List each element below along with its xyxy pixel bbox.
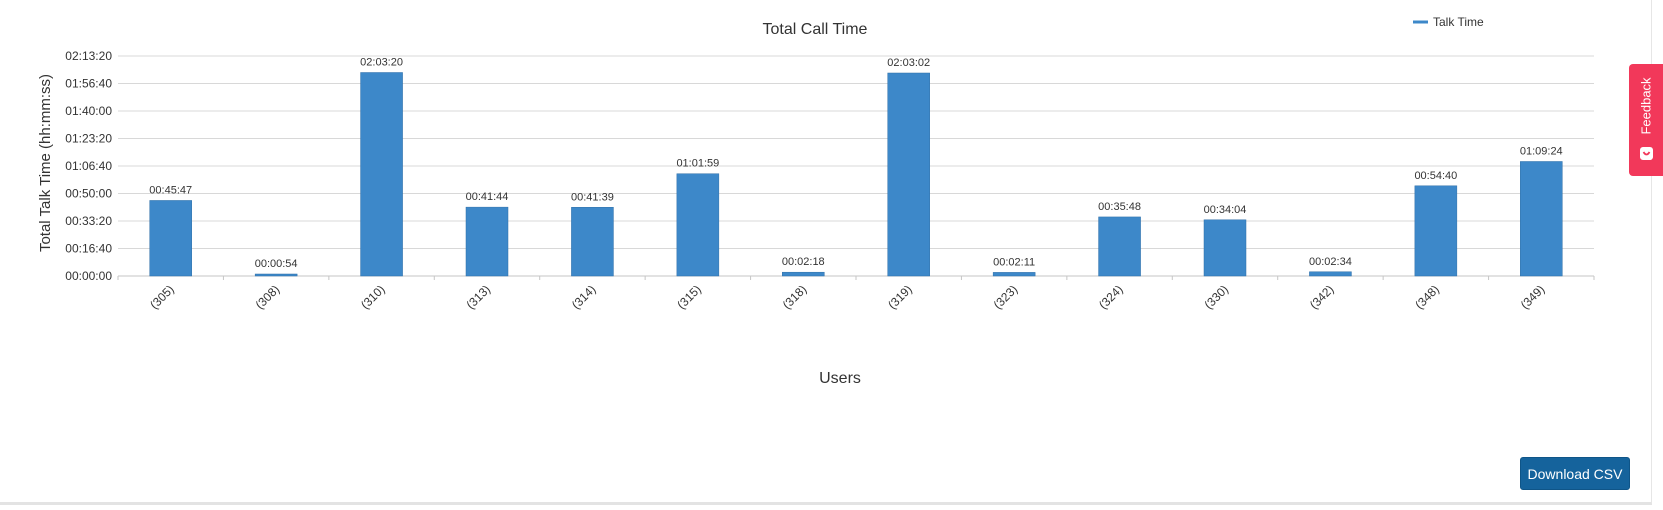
- y-tick-label: 01:06:40: [65, 159, 112, 173]
- x-tick-label: (342): [1307, 282, 1337, 312]
- y-tick-label: 00:16:40: [65, 242, 112, 256]
- y-tick-label: 00:50:00: [65, 187, 112, 201]
- data-label: 00:54:40: [1414, 170, 1457, 182]
- bar[interactable]: [254, 273, 298, 277]
- feedback-tab[interactable]: Feedback: [1629, 64, 1663, 176]
- bar[interactable]: [1414, 185, 1458, 277]
- data-label: 01:09:24: [1520, 145, 1563, 157]
- download-csv-button[interactable]: Download CSV: [1520, 457, 1630, 490]
- bar[interactable]: [676, 173, 720, 277]
- x-tick-label: (318): [780, 282, 810, 312]
- x-axis-ticks: (305) (308) (310) (313) (314) (315) (318) (319)…: [117, 276, 1595, 312]
- gridlines: [118, 55, 1594, 277]
- talk-time-chart: Total Call Time Talk Time Total Talk Tim…: [37, 15, 1595, 387]
- data-labels: 00:45:47 00:00:54 02:03:20 00:41:44 00:41:39…: [149, 57, 1562, 271]
- data-label: 00:34:04: [1204, 204, 1247, 216]
- data-label: 01:01:59: [676, 158, 719, 170]
- bar[interactable]: [1309, 271, 1352, 277]
- bar[interactable]: [887, 72, 930, 277]
- y-axis-title: Total Talk Time (hh:mm:ss): [37, 74, 54, 252]
- x-tick-label: (324): [1096, 282, 1126, 312]
- bar[interactable]: [1098, 216, 1141, 277]
- feedback-label[interactable]: Feedback: [1638, 77, 1654, 135]
- data-label: 00:02:11: [993, 256, 1035, 268]
- y-tick-label: 01:56:40: [65, 77, 112, 91]
- y-tick-label: 00:00:00: [65, 269, 112, 283]
- legend[interactable]: Talk Time: [1413, 15, 1484, 29]
- bar[interactable]: [1520, 161, 1563, 277]
- legend-label[interactable]: Talk Time: [1433, 15, 1484, 29]
- x-tick-label: (349): [1518, 282, 1548, 312]
- chart-title: Total Call Time: [763, 21, 868, 38]
- y-tick-label: 01:40:00: [65, 104, 112, 118]
- data-label: 00:00:54: [255, 258, 298, 270]
- x-tick-label: (310): [358, 282, 388, 312]
- bar[interactable]: [149, 200, 192, 277]
- y-tick-label: 00:33:20: [65, 214, 112, 228]
- x-tick-label: (305): [147, 282, 177, 312]
- data-label: 00:41:39: [571, 191, 614, 203]
- data-label: 00:41:44: [466, 191, 509, 203]
- data-label: 00:35:48: [1098, 201, 1141, 213]
- data-label: 02:03:20: [360, 57, 403, 69]
- x-tick-label: (330): [1201, 282, 1231, 312]
- x-tick-label: (315): [674, 282, 704, 312]
- data-label: 00:02:34: [1309, 256, 1352, 268]
- data-label: 02:03:02: [887, 57, 930, 69]
- y-tick-label: 01:23:20: [65, 132, 112, 146]
- bar[interactable]: [1203, 219, 1247, 277]
- feedback-smile-icon: [1640, 147, 1653, 160]
- y-axis-ticks: 00:00:00 00:16:40 00:33:20 00:50:00 01:06:40…: [65, 49, 112, 283]
- bars: [149, 72, 1563, 277]
- x-axis-title: Users: [819, 370, 861, 387]
- bar[interactable]: [360, 72, 403, 277]
- bar[interactable]: [571, 207, 614, 277]
- x-tick-label: (348): [1412, 282, 1442, 312]
- x-tick-label: (313): [463, 282, 493, 312]
- x-tick-label: (323): [991, 282, 1021, 312]
- y-tick-label: 02:13:20: [65, 49, 112, 63]
- data-label: 00:45:47: [149, 184, 192, 196]
- x-tick-label: (314): [569, 282, 599, 312]
- x-tick-label: (319): [885, 282, 915, 312]
- bar[interactable]: [465, 206, 509, 277]
- bar[interactable]: [782, 271, 825, 277]
- x-tick-label: (308): [253, 282, 283, 312]
- data-label: 00:02:18: [782, 256, 825, 268]
- bar[interactable]: [992, 272, 1036, 277]
